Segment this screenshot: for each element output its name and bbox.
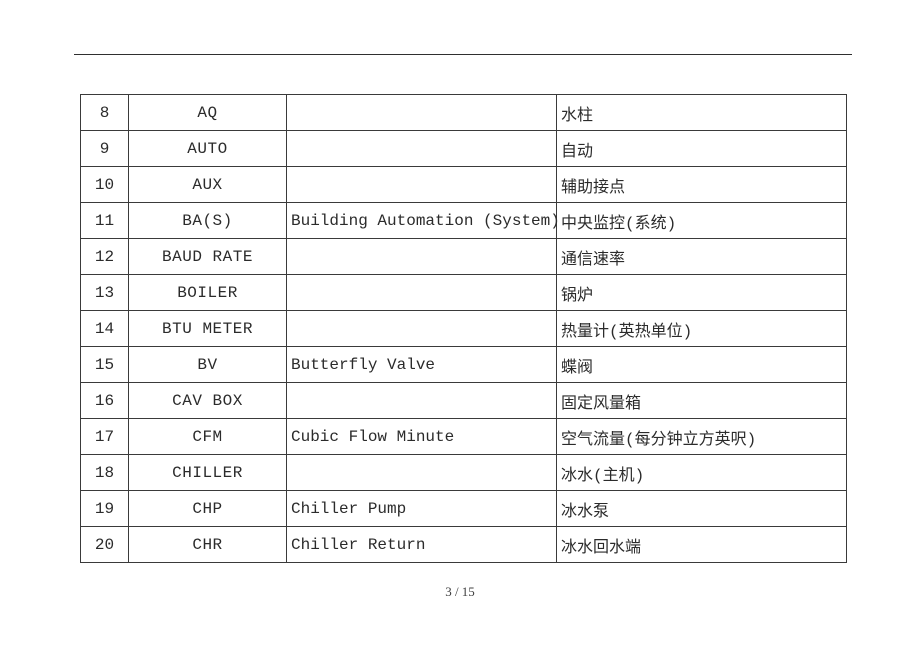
cell-full-english: [287, 131, 557, 167]
cell-index: 11: [81, 203, 129, 239]
cell-abbreviation: AUTO: [129, 131, 287, 167]
cell-full-english: [287, 239, 557, 275]
cell-abbreviation: BAUD RATE: [129, 239, 287, 275]
table-row: 8AQ 水柱: [81, 95, 847, 131]
cell-full-english: Chiller Return: [287, 527, 557, 563]
cell-abbreviation: BA(S): [129, 203, 287, 239]
cell-abbreviation: CHR: [129, 527, 287, 563]
cell-chinese: 冰水泵: [557, 491, 847, 527]
cell-chinese: 蝶阀: [557, 347, 847, 383]
cell-abbreviation: AUX: [129, 167, 287, 203]
cell-index: 20: [81, 527, 129, 563]
cell-index: 12: [81, 239, 129, 275]
cell-abbreviation: BV: [129, 347, 287, 383]
glossary-table-body: 8AQ水柱9AUTO自动10AUX辅助接点11BA(S)Building Aut…: [81, 95, 847, 563]
cell-abbreviation: BTU METER: [129, 311, 287, 347]
cell-chinese: 固定风量箱: [557, 383, 847, 419]
cell-index: 16: [81, 383, 129, 419]
cell-index: 8: [81, 95, 129, 131]
glossary-table: 8AQ水柱9AUTO自动10AUX辅助接点11BA(S)Building Aut…: [80, 94, 847, 563]
table-row: 19CHPChiller Pump冰水泵: [81, 491, 847, 527]
cell-chinese: 锅炉: [557, 275, 847, 311]
table-row: 14BTU METER 热量计(英热单位): [81, 311, 847, 347]
cell-full-english: [287, 95, 557, 131]
page: 8AQ水柱9AUTO自动10AUX辅助接点11BA(S)Building Aut…: [0, 0, 920, 651]
cell-chinese: 中央监控(系统): [557, 203, 847, 239]
table-row: 15BVButterfly Valve蝶阀: [81, 347, 847, 383]
cell-full-english: Cubic Flow Minute: [287, 419, 557, 455]
cell-full-english: Chiller Pump: [287, 491, 557, 527]
table-row: 16CAV BOX 固定风量箱: [81, 383, 847, 419]
cell-chinese: 自动: [557, 131, 847, 167]
cell-index: 13: [81, 275, 129, 311]
table-row: 11BA(S)Building Automation (System)中央监控(…: [81, 203, 847, 239]
table-row: 12BAUD RATE 通信速率: [81, 239, 847, 275]
cell-chinese: 冰水(主机): [557, 455, 847, 491]
cell-abbreviation: CFM: [129, 419, 287, 455]
cell-index: 10: [81, 167, 129, 203]
cell-chinese: 冰水回水端: [557, 527, 847, 563]
cell-chinese: 通信速率: [557, 239, 847, 275]
cell-chinese: 水柱: [557, 95, 847, 131]
cell-full-english: [287, 167, 557, 203]
cell-full-english: [287, 275, 557, 311]
cell-full-english: [287, 455, 557, 491]
cell-abbreviation: CHP: [129, 491, 287, 527]
cell-chinese: 辅助接点: [557, 167, 847, 203]
cell-abbreviation: CHILLER: [129, 455, 287, 491]
table-row: 18CHILLER 冰水(主机): [81, 455, 847, 491]
cell-index: 14: [81, 311, 129, 347]
cell-index: 9: [81, 131, 129, 167]
header-rule: [74, 54, 852, 55]
cell-full-english: Butterfly Valve: [287, 347, 557, 383]
cell-index: 18: [81, 455, 129, 491]
cell-index: 15: [81, 347, 129, 383]
cell-full-english: [287, 383, 557, 419]
cell-index: 17: [81, 419, 129, 455]
table-row: 13BOILER 锅炉: [81, 275, 847, 311]
cell-abbreviation: CAV BOX: [129, 383, 287, 419]
cell-full-english: [287, 311, 557, 347]
table-row: 9AUTO 自动: [81, 131, 847, 167]
page-number: 3 / 15: [0, 584, 920, 600]
cell-chinese: 空气流量(每分钟立方英呎): [557, 419, 847, 455]
table-row: 20CHRChiller Return冰水回水端: [81, 527, 847, 563]
cell-abbreviation: AQ: [129, 95, 287, 131]
cell-abbreviation: BOILER: [129, 275, 287, 311]
cell-index: 19: [81, 491, 129, 527]
cell-full-english: Building Automation (System): [287, 203, 557, 239]
table-row: 17CFMCubic Flow Minute空气流量(每分钟立方英呎): [81, 419, 847, 455]
cell-chinese: 热量计(英热单位): [557, 311, 847, 347]
table-row: 10AUX 辅助接点: [81, 167, 847, 203]
